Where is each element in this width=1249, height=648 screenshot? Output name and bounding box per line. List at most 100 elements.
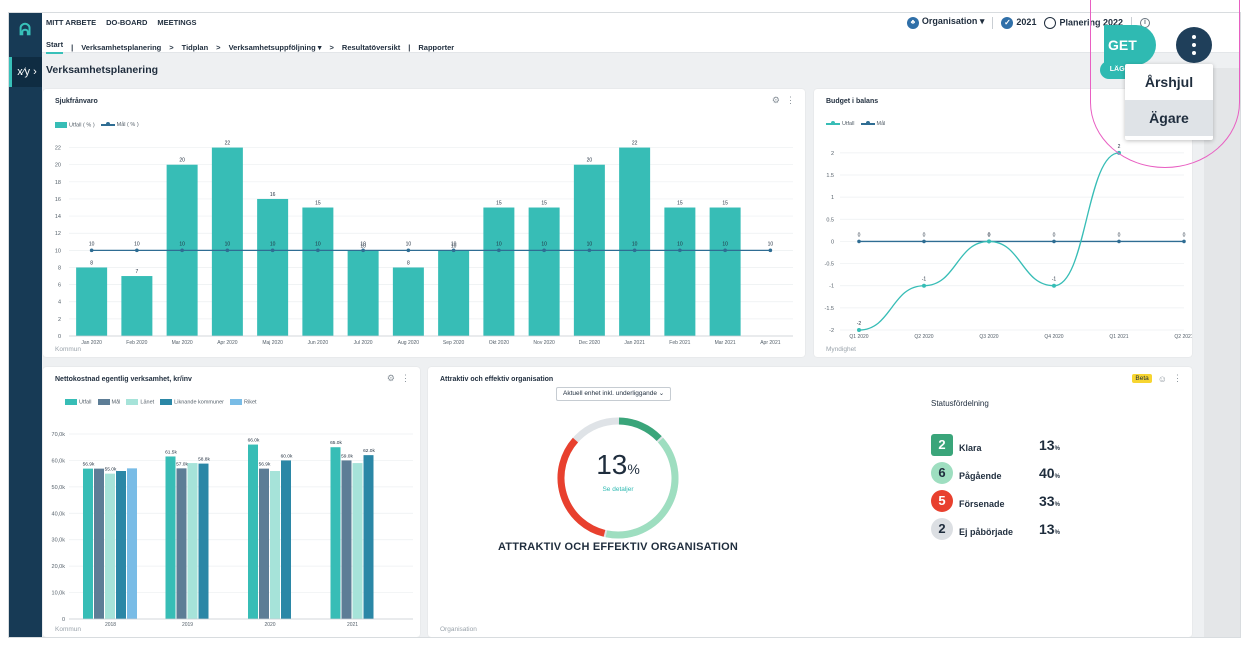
top-nav-item[interactable]: DO-BOARD: [106, 18, 148, 27]
rail-item-planning[interactable]: x⁄y ›: [9, 57, 42, 87]
goal-point[interactable]: [497, 248, 501, 253]
outcome-point[interactable]: [857, 328, 861, 332]
bar[interactable]: [198, 463, 209, 619]
legend-item[interactable]: Mål: [860, 120, 885, 127]
legend-item[interactable]: Utfall ( % ): [55, 122, 95, 128]
outcome-point[interactable]: [922, 283, 926, 288]
menu-item[interactable]: Ägare: [1125, 100, 1213, 136]
goal-point[interactable]: [361, 248, 365, 253]
sub-nav-item[interactable]: Rapporter: [418, 42, 455, 52]
bar[interactable]: [94, 468, 104, 619]
legend-item[interactable]: Riket: [230, 399, 257, 405]
goal-point[interactable]: [768, 248, 773, 253]
bar[interactable]: [281, 460, 291, 619]
sub-nav-item[interactable]: Verksamhetsplanering: [81, 42, 162, 52]
bar[interactable]: [392, 267, 424, 336]
menu-item[interactable]: Årshjul: [1144, 74, 1194, 90]
top-nav-item[interactable]: MEETINGS: [157, 18, 197, 27]
bar[interactable]: [270, 471, 280, 619]
goal-point[interactable]: [1052, 239, 1056, 244]
bar[interactable]: [187, 463, 198, 619]
filter-icon[interactable]: ⚙: [771, 95, 780, 105]
data-label: 57.0k: [176, 461, 188, 467]
bar[interactable]: [438, 250, 470, 336]
bar[interactable]: [341, 460, 352, 619]
goal-point[interactable]: [180, 248, 184, 253]
bar[interactable]: [165, 456, 176, 619]
user-icon[interactable]: ☺: [1157, 373, 1167, 384]
status-percent: 40%: [1039, 465, 1060, 481]
outcome-point[interactable]: [1117, 150, 1121, 155]
goal-point[interactable]: [225, 248, 230, 253]
bar[interactable]: [127, 468, 137, 619]
top-nav-item[interactable]: MITT ARBETE: [46, 18, 97, 27]
app-logo-icon[interactable]: ᕱ: [19, 22, 31, 39]
sub-nav-item[interactable]: Resultatöversikt: [341, 42, 401, 52]
legend-item[interactable]: Utfall: [826, 120, 855, 127]
goal-point[interactable]: [316, 248, 320, 253]
bar[interactable]: [259, 468, 269, 619]
goal-point[interactable]: [1117, 239, 1121, 244]
bar[interactable]: [121, 276, 153, 336]
outcome-point[interactable]: [987, 239, 991, 244]
bar[interactable]: [664, 207, 696, 336]
organisation-selector[interactable]: ♣ Organisation ▾: [906, 16, 984, 29]
sub-nav-item[interactable]: Verksamhetsuppföljning ▾: [228, 42, 322, 52]
goal-point[interactable]: [723, 248, 727, 253]
goal-point[interactable]: [857, 239, 861, 244]
bar[interactable]: [248, 444, 258, 619]
details-link[interactable]: Se detaljer: [602, 486, 634, 493]
planning-year-toggle[interactable]: Planering 2022: [1044, 16, 1123, 29]
kebab-menu-icon[interactable]: ⋮: [1173, 373, 1182, 383]
year-2021-toggle[interactable]: ✓ 2021: [1001, 16, 1036, 29]
goal-point[interactable]: [542, 248, 546, 253]
bar[interactable]: [363, 455, 374, 619]
unit-dropdown[interactable]: Aktuell enhet inkl. underliggande ⌄: [556, 387, 672, 401]
goal-point[interactable]: [678, 248, 682, 253]
goal-point[interactable]: [406, 248, 411, 253]
legend-item[interactable]: Utfall: [65, 399, 92, 405]
kebab-menu-icon[interactable]: ⋮: [401, 373, 410, 383]
bar[interactable]: [211, 147, 243, 336]
bar[interactable]: [347, 250, 379, 336]
goal-point[interactable]: [587, 248, 592, 253]
more-options-button[interactable]: [1176, 27, 1212, 63]
goal-point[interactable]: [270, 248, 275, 253]
x-tick-label: 2018: [105, 622, 116, 628]
status-row[interactable]: 5 Försenade 33%: [931, 490, 1081, 512]
bar[interactable]: [76, 267, 108, 336]
status-row[interactable]: 2 Ej påbörjade 13%: [931, 518, 1081, 540]
goal-point[interactable]: [89, 248, 94, 253]
outcome-point[interactable]: [1052, 283, 1056, 288]
bar[interactable]: [302, 207, 334, 336]
goal-point[interactable]: [451, 248, 456, 253]
goal-point[interactable]: [135, 248, 139, 253]
bar[interactable]: [176, 468, 187, 619]
status-row[interactable]: 6 Pågående 40%: [931, 462, 1081, 484]
bar[interactable]: [709, 207, 741, 336]
goal-point[interactable]: [632, 248, 637, 253]
bar[interactable]: [105, 473, 115, 619]
bar[interactable]: [483, 207, 515, 336]
goal-point[interactable]: [922, 239, 926, 244]
bar[interactable]: [528, 207, 560, 336]
goal-point[interactable]: [1182, 239, 1186, 244]
bar[interactable]: [83, 468, 93, 619]
sub-nav-item[interactable]: Start: [46, 40, 64, 54]
bar[interactable]: [257, 198, 289, 336]
kebab-menu-icon[interactable]: ⋮: [786, 95, 795, 105]
status-row[interactable]: 2 Klara 13%: [931, 434, 1081, 456]
bar[interactable]: [116, 471, 126, 619]
bar[interactable]: [352, 463, 363, 619]
legend-item[interactable]: Länet: [126, 399, 154, 405]
get-button[interactable]: GET: [1104, 25, 1156, 65]
bar[interactable]: [619, 147, 651, 336]
sub-nav-item[interactable]: Tidplan: [181, 42, 209, 52]
legend-item[interactable]: Liknande kommuner: [160, 399, 224, 405]
filter-icon[interactable]: ⚙: [386, 373, 395, 383]
x-tick-label: Mar 2021: [715, 340, 736, 346]
y-tick-label: -0.5: [825, 262, 834, 268]
bar[interactable]: [330, 447, 341, 619]
legend-item[interactable]: Mål: [97, 399, 120, 405]
legend-item[interactable]: Mål ( % ): [100, 121, 139, 128]
